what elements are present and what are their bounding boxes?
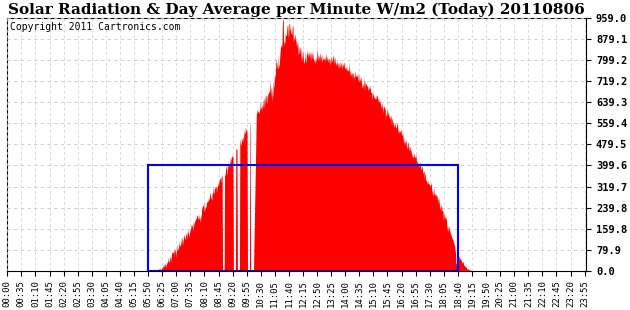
Text: Copyright 2011 Cartronics.com: Copyright 2011 Cartronics.com bbox=[10, 22, 181, 32]
Title: Solar Radiation & Day Average per Minute W/m2 (Today) 20110806: Solar Radiation & Day Average per Minute… bbox=[8, 3, 585, 17]
Bar bbox=[148, 166, 458, 271]
